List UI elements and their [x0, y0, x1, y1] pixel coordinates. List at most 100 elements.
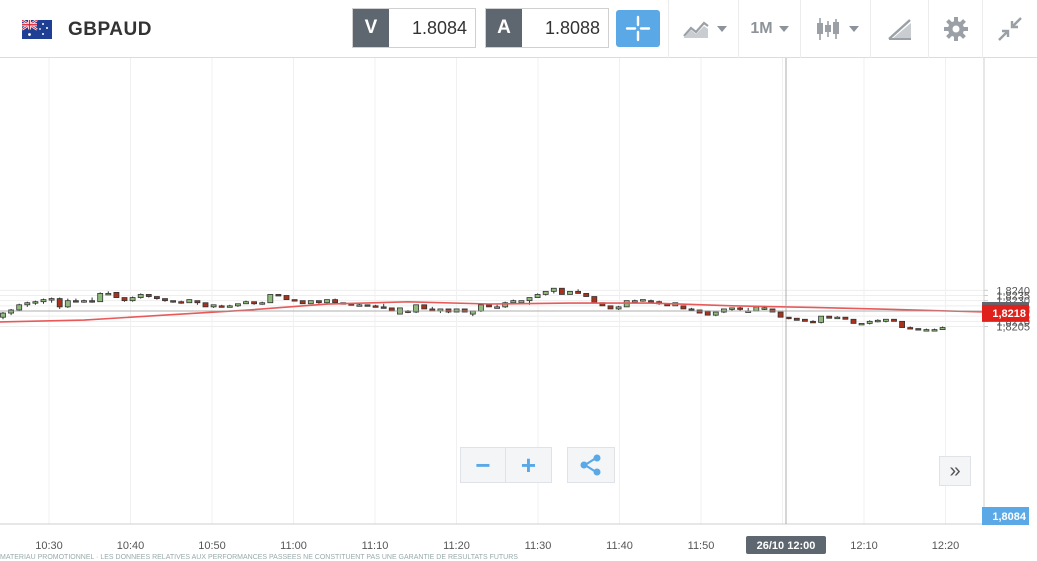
sell-label: V: [353, 9, 389, 47]
candle-body: [388, 307, 395, 312]
drawing-tools-button[interactable]: [870, 0, 928, 58]
last-price-box: [982, 304, 1029, 322]
candle-body: [939, 327, 946, 331]
candle-body: [680, 305, 687, 310]
candle-body: [842, 316, 849, 320]
chart-type-dropdown[interactable]: [668, 0, 738, 58]
candle-body: [874, 319, 881, 323]
line-chart-icon: [682, 21, 709, 38]
candle-body: [324, 299, 330, 304]
y-tick-label: 1,8235: [996, 290, 1030, 302]
candle-body: [526, 297, 533, 302]
candle-body: [802, 318, 808, 322]
x-tick-label: 11:50: [688, 540, 715, 552]
disclaimer-text: MATÉRIAU PROMOTIONNEL · LES DONNÉES RELA…: [0, 554, 518, 561]
candle-body: [16, 304, 23, 311]
candle-body: [737, 307, 743, 310]
candle-body: [477, 304, 484, 312]
candle-body: [259, 302, 266, 305]
sell-price: 1.8084: [411, 17, 467, 38]
candle-body: [858, 323, 865, 326]
x-tick-label: 12:10: [850, 540, 878, 552]
candle-body: [73, 300, 79, 303]
candle-body: [56, 298, 63, 308]
bid-price-box: [982, 507, 1029, 525]
candle-body: [32, 301, 39, 304]
gear-icon: [943, 17, 968, 41]
candle-body: [866, 320, 873, 324]
candle-body: [469, 310, 476, 315]
candle-body: [907, 327, 914, 330]
candle-body: [121, 297, 128, 302]
y-tick-label: 1,8240: [996, 285, 1030, 297]
zoom-in-button[interactable]: +: [506, 447, 552, 483]
drawing-tools-icon: [887, 19, 911, 40]
candle-body: [145, 294, 152, 297]
candle-body: [105, 293, 112, 296]
timeframe-label: 1M: [750, 20, 773, 37]
moving-average-line: [0, 300, 985, 323]
scroll-to-latest-button[interactable]: »: [939, 456, 971, 486]
candle-body: [850, 318, 857, 324]
gb-au-flag-icon: [22, 20, 52, 39]
candle-body: [40, 299, 47, 303]
candle-body: [899, 320, 905, 328]
candle-body: [129, 297, 136, 302]
candle-body: [24, 302, 31, 306]
share-button[interactable]: [567, 447, 615, 483]
candle-body: [0, 312, 6, 318]
candle-body: [696, 309, 703, 314]
crosshair-icon: [625, 15, 651, 42]
x-tick-label: 11:30: [525, 540, 552, 552]
candle-body: [283, 295, 290, 301]
candle-body: [64, 300, 71, 308]
candle-body: [567, 290, 573, 295]
buy-price: 1.8088: [544, 17, 600, 38]
candle-body: [453, 308, 460, 313]
crosshair-button[interactable]: [616, 10, 660, 47]
sell-price-button[interactable]: V 1.8084: [352, 8, 476, 48]
candle-body: [550, 287, 557, 292]
candle-body: [315, 300, 322, 304]
candle-body: [818, 315, 824, 323]
candle-body: [275, 294, 282, 297]
candle-body: [97, 293, 104, 303]
candle-body: [137, 294, 144, 298]
candle-body: [923, 329, 930, 332]
candle-body: [583, 293, 590, 297]
candle-body: [356, 304, 363, 307]
candle-body: [631, 300, 638, 303]
candle-body: [153, 296, 160, 299]
candles-dropdown[interactable]: [800, 0, 870, 58]
collapse-button[interactable]: [982, 0, 1037, 58]
candle-body: [413, 304, 420, 313]
buy-label: A: [486, 9, 522, 47]
timeframe-dropdown[interactable]: 1M: [738, 0, 800, 58]
chevron-down-icon: [716, 26, 727, 32]
candle-body: [226, 305, 233, 308]
zoom-controls: − +: [460, 447, 552, 483]
candle-body: [81, 300, 87, 303]
candle-body: [785, 316, 792, 320]
price-chart[interactable]: 1,82051,82101,82151,82201,82251,82301,82…: [0, 58, 1037, 554]
candle-body: [769, 308, 776, 313]
crosshair-time-box: [746, 536, 826, 554]
candle-body: [445, 308, 452, 313]
candle-body: [194, 300, 201, 304]
candle-body: [591, 296, 598, 304]
last-price-label: 1,8218: [992, 308, 1026, 320]
candle-body: [777, 311, 784, 318]
settings-button[interactable]: [928, 0, 982, 58]
candle-body: [648, 300, 654, 303]
candle-body: [251, 301, 258, 305]
candle-body: [202, 302, 209, 308]
zoom-out-button[interactable]: −: [460, 447, 506, 483]
x-tick-label: 11:40: [606, 540, 633, 552]
candle-body: [575, 290, 581, 294]
buy-price-button[interactable]: A 1.8088: [485, 8, 609, 48]
candle-body: [8, 309, 15, 314]
candle-body: [234, 303, 241, 307]
candle-body: [688, 308, 695, 311]
collapse-icon: [998, 17, 1022, 41]
x-tick-label: 12:20: [932, 540, 960, 552]
